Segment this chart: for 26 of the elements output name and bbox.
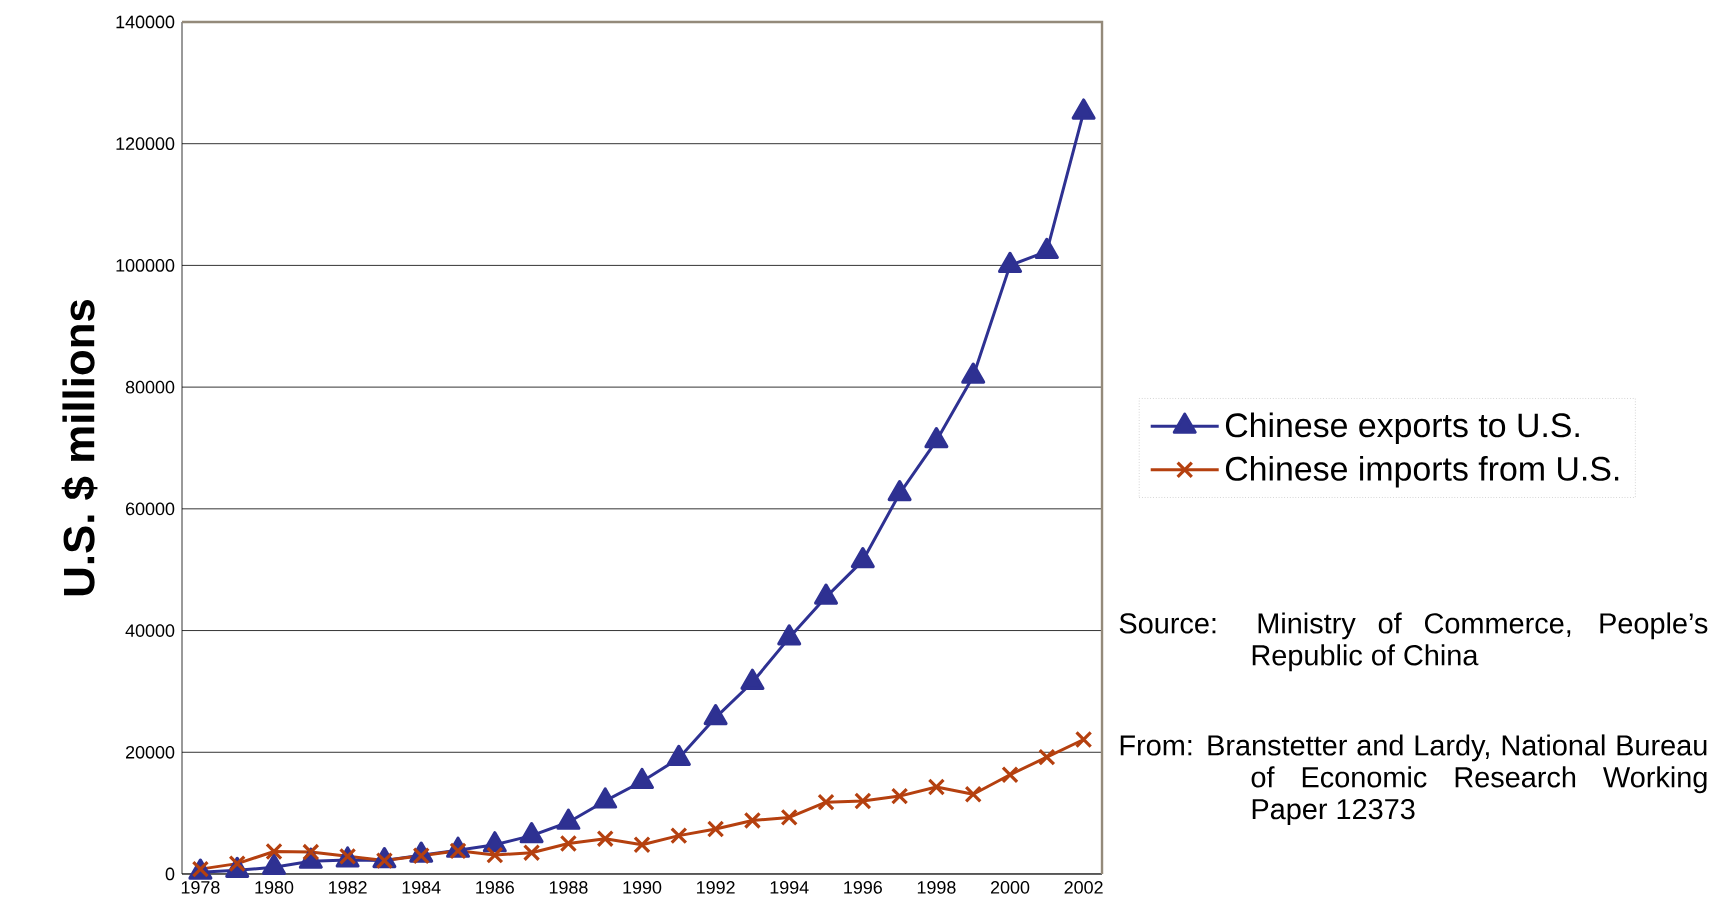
x-tick-label: 1982 [329,881,367,894]
y-tick-label: 20000 [126,745,175,759]
x-tick-label: 1992 [697,881,735,894]
source-note: Source: Ministry of Commerce, People’s Republic of China [1119,612,1708,672]
y-axis-title: U.S. $ millions [61,299,98,596]
x-tick-label: 2002 [1064,881,1103,894]
x-tick-label: 1994 [770,881,809,894]
legend-label: Chinese exports to U.S. [1225,412,1579,445]
y-tick-label: 100000 [116,259,175,272]
y-tick-label: 0 [165,867,175,881]
x-tick-label: 1990 [623,881,662,894]
x-tick-label: 1984 [402,881,441,894]
x-tick-label: 1988 [549,881,588,894]
x-tick-label: 1996 [844,881,882,894]
y-tick-label: 80000 [125,380,175,394]
x-tick-label: 1980 [255,881,294,894]
legend-label: Chinese imports from U.S. [1225,455,1619,488]
x-tick-label: 1998 [917,881,956,894]
y-tick-label: 140000 [116,15,175,29]
y-tick-label: 120000 [116,137,175,151]
y-tick-label: 40000 [125,624,175,637]
x-tick-label: 2000 [990,881,1030,894]
y-tick-label: 60000 [126,502,175,516]
x-tick-label: 1978 [181,881,220,894]
x-tick-label: 1986 [476,881,514,894]
text: From: Branstetter and Lardy, National Bureau of Economic Research Working Paper 12373 [1120,734,1707,826]
